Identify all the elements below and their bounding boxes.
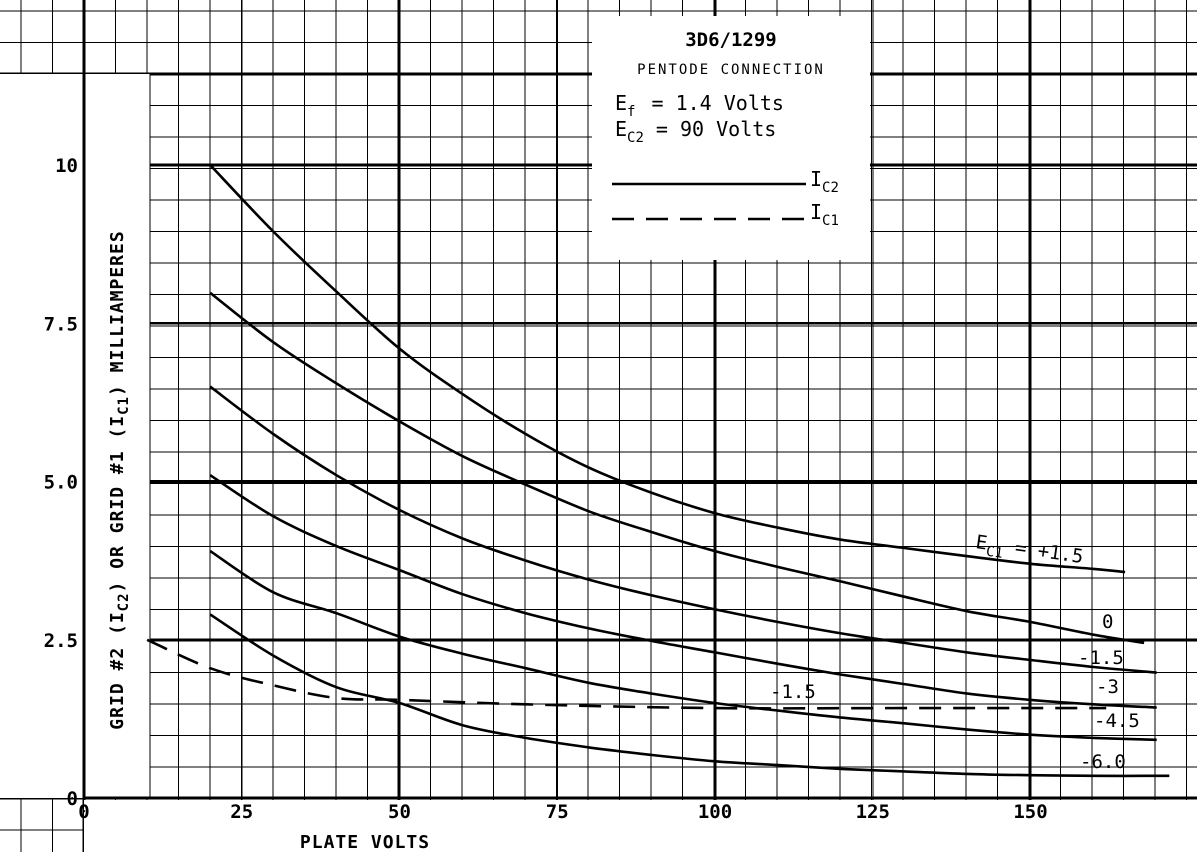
curve-label: -1.5 — [770, 681, 816, 703]
series-ic2-curve-1 — [209, 291, 1145, 645]
x-label-area — [84, 800, 1197, 852]
y-tick-label: 10 — [55, 155, 78, 177]
y-tick-label: 5.0 — [44, 472, 78, 494]
y-label-area — [84, 74, 150, 798]
condition-ef: Ef = 1.4 Volts — [615, 91, 784, 120]
x-tick-label: 150 — [1013, 801, 1047, 823]
curve-label: -6.0 — [1080, 751, 1126, 773]
x-axis-label: PLATE VOLTS — [300, 832, 430, 852]
curve-label: -1.5 — [1078, 647, 1124, 669]
legend-ic2-label: IC2 — [810, 167, 839, 196]
y-axis-label: GRID #2 (IC2) OR GRID #1 (IC1) MILLIAMPE… — [107, 230, 132, 729]
series-ic2-curve-2 — [209, 385, 1157, 674]
x-tick-label: 75 — [546, 801, 569, 823]
y-tick-label: 7.5 — [44, 313, 78, 335]
x-tick-label: 50 — [388, 801, 411, 823]
series-layer — [146, 164, 1170, 778]
legend: 3D6/1299 PENTODE CONNECTION Ef = 1.4 Volt… — [592, 16, 870, 260]
chart-subtitle: PENTODE CONNECTION — [637, 62, 825, 78]
curve-label: -3 — [1096, 676, 1119, 698]
curve-label: -4.5 — [1094, 710, 1140, 732]
series-ic2-curve-3 — [209, 474, 1157, 709]
x-tick-label: 0 — [78, 801, 89, 823]
condition-ec2: EC2 = 90 Volts — [615, 117, 776, 146]
series-ic2-curve-0 — [209, 164, 1126, 574]
curve-label: 0 — [1102, 611, 1113, 633]
series-ic2-curve-5 — [209, 613, 1170, 778]
y-tick-area — [0, 74, 84, 798]
legend-ic1-label: IC1 — [810, 200, 839, 229]
x-tick-label: 100 — [698, 801, 732, 823]
y-tick-label: 0 — [67, 788, 78, 810]
y-tick-label: 2.5 — [44, 630, 78, 652]
x-tick-label: 25 — [230, 801, 253, 823]
series-ic1-dashed — [146, 638, 1107, 710]
chart-title: 3D6/1299 — [685, 29, 777, 51]
x-tick-label: 125 — [856, 801, 890, 823]
series-ic2-curve-4 — [209, 550, 1157, 742]
tick-labels: 0 25 50 75 100 125 150 0 2.5 5.0 7.5 10 — [44, 155, 1048, 823]
